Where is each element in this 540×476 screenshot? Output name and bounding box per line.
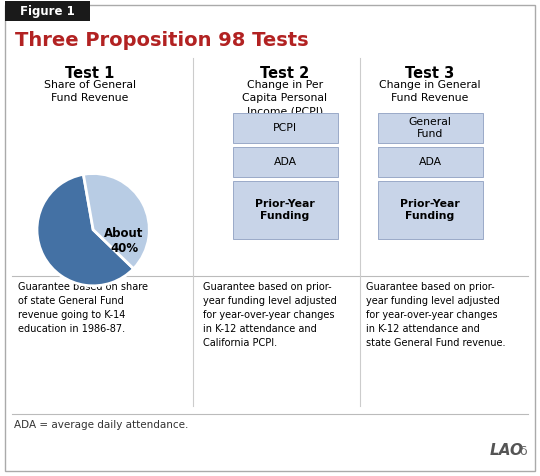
Text: Prior-Year
Funding: Prior-Year Funding [255, 199, 315, 221]
Text: Guarantee based on prior-
year funding level adjusted
for year-over-year changes: Guarantee based on prior- year funding l… [366, 282, 505, 348]
FancyBboxPatch shape [377, 181, 483, 239]
Text: PCPI: PCPI [273, 123, 297, 133]
Text: Test 2: Test 2 [260, 66, 309, 81]
FancyBboxPatch shape [233, 181, 338, 239]
Text: Three Proposition 98 Tests: Three Proposition 98 Tests [15, 31, 309, 50]
Text: δ: δ [519, 445, 526, 458]
Text: ADA: ADA [273, 157, 296, 167]
FancyBboxPatch shape [5, 1, 90, 21]
FancyBboxPatch shape [233, 113, 338, 143]
Text: Change in General
Fund Revenue: Change in General Fund Revenue [379, 80, 481, 103]
FancyBboxPatch shape [377, 147, 483, 177]
Text: About
40%: About 40% [104, 227, 144, 255]
Text: ADA: ADA [418, 157, 442, 167]
Text: Figure 1: Figure 1 [19, 4, 75, 18]
Wedge shape [37, 174, 133, 286]
Text: Test 3: Test 3 [406, 66, 455, 81]
Wedge shape [83, 174, 150, 268]
Text: Share of General
Fund Revenue: Share of General Fund Revenue [44, 80, 136, 103]
Text: General
Fund: General Fund [409, 117, 451, 139]
Text: Test 1: Test 1 [65, 66, 114, 81]
Text: Prior-Year
Funding: Prior-Year Funding [400, 199, 460, 221]
Text: Guarantee based on share
of state General Fund
revenue going to K-14
education i: Guarantee based on share of state Genera… [18, 282, 148, 334]
Text: LAO: LAO [490, 443, 524, 458]
Text: Guarantee based on prior-
year funding level adjusted
for year-over-year changes: Guarantee based on prior- year funding l… [203, 282, 337, 348]
Text: ADA = average daily attendance.: ADA = average daily attendance. [14, 420, 188, 430]
FancyBboxPatch shape [377, 113, 483, 143]
FancyBboxPatch shape [233, 147, 338, 177]
Text: Change in Per
Capita Personal
Income (PCPI): Change in Per Capita Personal Income (PC… [242, 80, 327, 117]
